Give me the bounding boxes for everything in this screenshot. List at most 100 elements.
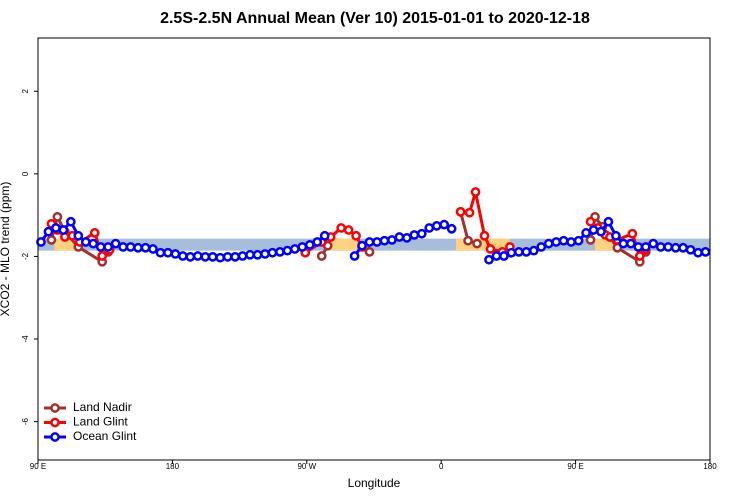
data-point (36, 237, 46, 247)
data-point (431, 221, 442, 231)
data-point (543, 238, 554, 249)
data-point (455, 206, 466, 217)
data-point (678, 242, 688, 253)
x-tick-label: 90 W (297, 462, 316, 471)
data-point (514, 247, 524, 257)
data-point (506, 247, 517, 258)
data-point (73, 230, 84, 241)
data-point (439, 219, 450, 230)
data-point (416, 228, 427, 239)
data-point (185, 251, 196, 262)
data-point (52, 211, 63, 222)
data-point (103, 242, 114, 252)
data-point (97, 251, 108, 261)
data-point (596, 226, 606, 237)
data-point (521, 247, 532, 257)
data-point (163, 247, 173, 258)
data-point (88, 238, 99, 249)
data-point (655, 242, 666, 252)
data-point (379, 235, 390, 246)
data-point (357, 240, 367, 251)
data-point (125, 242, 136, 252)
data-point (80, 237, 91, 247)
data-point (685, 244, 696, 255)
land-span (330, 238, 360, 251)
data-point (215, 252, 226, 263)
y-axis-label: XCO2 - MLO trend (ppm) (0, 182, 12, 317)
land-span (54, 238, 76, 251)
data-point (252, 249, 263, 260)
data-point (663, 242, 674, 252)
data-point (700, 247, 711, 257)
data-point (351, 230, 361, 241)
data-point (627, 228, 638, 239)
data-point (670, 242, 681, 253)
data-point (479, 230, 490, 241)
data-point (585, 216, 596, 227)
data-point (626, 238, 636, 249)
data-point (573, 235, 584, 246)
data-point (316, 251, 327, 261)
data-point (89, 228, 100, 238)
data-point (95, 242, 106, 252)
plot-area (36, 187, 711, 267)
data-point (499, 251, 509, 261)
data-point (140, 242, 151, 253)
data-point (424, 223, 435, 233)
data-point (170, 249, 181, 259)
land-span (595, 238, 615, 251)
data-point (364, 237, 375, 247)
data-point (446, 223, 457, 234)
data-point (148, 244, 158, 254)
x-tick-label: 90 E (30, 462, 46, 471)
data-point (581, 228, 591, 238)
data-point (633, 242, 644, 252)
data-point (245, 249, 255, 260)
data-point (485, 244, 496, 254)
data-point (118, 242, 128, 252)
data-point (43, 226, 54, 237)
data-point (207, 251, 218, 262)
data-point (319, 230, 330, 241)
data-point (472, 238, 482, 249)
data-point (588, 225, 599, 235)
data-point (693, 247, 703, 258)
data-point (566, 237, 576, 247)
y-tick-label: -6 (21, 417, 30, 425)
legend-label: Ocean Glint (73, 429, 137, 443)
data-point (558, 235, 569, 246)
data-point (46, 235, 57, 245)
data-point (133, 242, 143, 253)
data-point (394, 232, 405, 242)
data-point (58, 225, 69, 235)
data-point (200, 251, 211, 262)
data-point (51, 223, 61, 233)
data-point (585, 235, 596, 245)
data-point (463, 235, 473, 246)
data-point (343, 225, 354, 235)
y-tick-label: -2 (21, 252, 30, 260)
data-point (230, 251, 240, 262)
data-point (484, 254, 494, 265)
data-point (387, 235, 397, 245)
data-point (603, 216, 614, 227)
data-point (178, 251, 188, 261)
data-point (364, 247, 375, 257)
data-point (336, 223, 346, 233)
data-point (618, 238, 629, 249)
data-point (312, 237, 323, 247)
x-tick-label: 90 E (567, 462, 583, 471)
chart-title: 2.5S-2.5N Annual Mean (Ver 10) 2015-01-0… (160, 10, 590, 27)
data-point (491, 251, 502, 261)
data-point (275, 247, 285, 257)
y-tick-label: -4 (21, 335, 30, 343)
data-point (372, 237, 382, 247)
data-point (304, 240, 315, 250)
data-point (611, 230, 621, 241)
data-point (640, 242, 651, 252)
data-point (282, 245, 293, 256)
data-point (528, 245, 539, 256)
legend-marker (50, 403, 60, 413)
